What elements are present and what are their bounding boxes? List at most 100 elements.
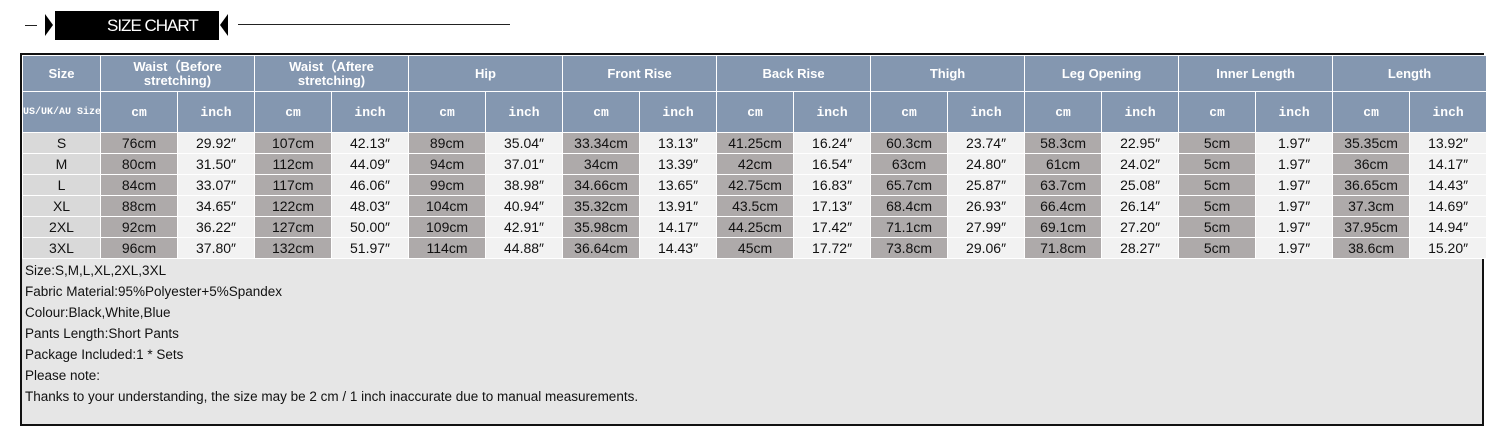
note-line: Pants Length:Short Pants — [25, 326, 179, 341]
unit-inch-header: inch — [1101, 91, 1180, 133]
cm-cell: 65.7cm — [870, 174, 949, 196]
inch-cell: 37.80″ — [177, 237, 255, 259]
cm-cell: 36.65cm — [1332, 174, 1411, 196]
unit-cm-header: cm — [1332, 91, 1411, 133]
cm-cell: 35.35cm — [1332, 132, 1411, 154]
inch-cell: 17.72″ — [793, 237, 872, 259]
size-cell: L — [22, 174, 101, 196]
inch-cell: 24.02″ — [1101, 153, 1180, 175]
unit-cm-header: cm — [1178, 91, 1257, 133]
cm-cell: 45cm — [716, 237, 795, 259]
inch-cell: 26.93″ — [947, 195, 1026, 217]
cm-cell: 42cm — [716, 153, 795, 175]
unit-cm-header: cm — [100, 91, 178, 133]
unit-inch-header: inch — [177, 91, 255, 133]
inch-cell: 42.13″ — [330, 132, 410, 154]
inch-cell: 1.97″ — [1255, 237, 1334, 259]
cm-cell: 61cm — [1024, 153, 1103, 175]
cm-cell: 33.34cm — [562, 132, 641, 154]
inch-cell: 22.95″ — [1101, 132, 1180, 154]
inch-cell: 1.97″ — [1255, 216, 1334, 238]
inch-cell: 14.17″ — [1409, 153, 1488, 175]
banner-notch-left — [45, 14, 53, 36]
inch-cell: 13.13″ — [639, 132, 718, 154]
cm-cell: 132cm — [254, 237, 332, 259]
inch-cell: 16.24″ — [793, 132, 872, 154]
inch-cell: 42.91″ — [485, 216, 564, 238]
table-row: M 80cm 31.50″ 112cm 44.09″ 94cm 37.01″ 34cm 13.3… — [22, 153, 1488, 175]
cm-cell: 92cm — [100, 216, 178, 238]
column-group-header: Hip — [408, 55, 564, 92]
cm-cell: 36cm — [1332, 153, 1411, 175]
inch-cell: 13.39″ — [639, 153, 718, 175]
table-row: L 84cm 33.07″ 117cm 46.06″ 99cm 38.98″ 34.66cm 1… — [22, 174, 1488, 196]
size-header: Size — [22, 55, 101, 92]
size-table: Size Waist（Before stretching) Waist（Aftere… — [22, 55, 1488, 259]
unit-inch-header: inch — [639, 91, 718, 133]
unit-cm-header: cm — [1024, 91, 1103, 133]
cm-cell: 94cm — [408, 153, 487, 175]
inch-cell: 25.08″ — [1101, 174, 1180, 196]
size-subheader: US/UK/AU Size — [22, 91, 101, 133]
cm-cell: 99cm — [408, 174, 487, 196]
inch-cell: 38.98″ — [485, 174, 564, 196]
table-row: XL 88cm 34.65″ 122cm 48.03″ 104cm 40.94″ 35.32c… — [22, 195, 1488, 217]
unit-inch-header: inch — [793, 91, 872, 133]
inch-cell: 14.69″ — [1409, 195, 1488, 217]
product-notes: Size:S,M,L,XL,2XL,3XL Fabric Material:95%… — [22, 259, 1482, 407]
cm-cell: 5cm — [1178, 153, 1257, 175]
cm-cell: 58.3cm — [1024, 132, 1103, 154]
unit-cm-header: cm — [716, 91, 795, 133]
cm-cell: 34.66cm — [562, 174, 641, 196]
size-chart-panel: Size Waist（Before stretching) Waist（Aftere… — [20, 53, 1488, 426]
cm-cell: 104cm — [408, 195, 487, 217]
cm-cell: 44.25cm — [716, 216, 795, 238]
title-rule — [238, 24, 510, 25]
note-line: Package Included:1 * Sets — [25, 347, 184, 362]
inch-cell: 23.74″ — [947, 132, 1026, 154]
cm-cell: 66.4cm — [1024, 195, 1103, 217]
cm-cell: 41.25cm — [716, 132, 795, 154]
cm-cell: 37.3cm — [1332, 195, 1411, 217]
size-cell: 3XL — [22, 237, 101, 259]
size-cell: 2XL — [22, 216, 101, 238]
inch-cell: 1.97″ — [1255, 132, 1334, 154]
unit-cm-header: cm — [562, 91, 641, 133]
inch-cell: 14.17″ — [639, 216, 718, 238]
inch-cell: 1.97″ — [1255, 153, 1334, 175]
unit-cm-header: cm — [408, 91, 487, 133]
inch-cell: 36.22″ — [177, 216, 255, 238]
unit-cm-header: cm — [254, 91, 332, 133]
inch-cell: 33.07″ — [177, 174, 255, 196]
cm-cell: 89cm — [408, 132, 487, 154]
column-group-header: Waist（Aftere stretching) — [253, 55, 410, 92]
cm-cell: 117cm — [254, 174, 332, 196]
inch-cell: 31.50″ — [177, 153, 255, 175]
note-line: Thanks to your understanding, the size m… — [25, 389, 639, 404]
unit-cm-header: cm — [870, 91, 949, 133]
cm-cell: 5cm — [1178, 174, 1257, 196]
inch-cell: 25.87″ — [947, 174, 1026, 196]
column-group-header: Front Rise — [562, 55, 718, 92]
inch-cell: 35.04″ — [485, 132, 564, 154]
size-cell: S — [22, 132, 101, 154]
inch-cell: 48.03″ — [330, 195, 410, 217]
cm-cell: 84cm — [100, 174, 178, 196]
column-group-header: Inner Length — [1178, 55, 1334, 92]
column-group-header: Leg Opening — [1024, 55, 1180, 92]
note-line: Fabric Material:95%Polyester+5%Spandex — [25, 284, 283, 299]
cm-cell: 63cm — [870, 153, 949, 175]
size-cell: M — [22, 153, 101, 175]
cm-cell: 127cm — [254, 216, 332, 238]
inch-cell: 1.97″ — [1255, 195, 1334, 217]
cm-cell: 88cm — [100, 195, 178, 217]
title-dash — [25, 25, 37, 26]
cm-cell: 34cm — [562, 153, 641, 175]
cm-cell: 107cm — [254, 132, 332, 154]
cm-cell: 5cm — [1178, 132, 1257, 154]
unit-inch-header: inch — [947, 91, 1026, 133]
cm-cell: 43.5cm — [716, 195, 795, 217]
inch-cell: 40.94″ — [485, 195, 564, 217]
column-group-header: Waist（Before stretching) — [100, 55, 255, 92]
table-row: S 76cm 29.92″ 107cm 42.13″ 89cm 35.04″ 33.34cm 1… — [22, 132, 1488, 154]
